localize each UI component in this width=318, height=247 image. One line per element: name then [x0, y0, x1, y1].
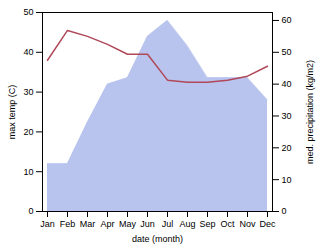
svg-text:40: 40 — [23, 47, 33, 57]
svg-text:0: 0 — [28, 206, 33, 216]
svg-text:Mar: Mar — [80, 219, 96, 229]
svg-text:20: 20 — [282, 143, 292, 153]
svg-text:10: 10 — [23, 167, 33, 177]
svg-text:30: 30 — [282, 111, 292, 121]
svg-text:0: 0 — [282, 206, 287, 216]
svg-text:50: 50 — [282, 47, 292, 57]
svg-text:Jul: Jul — [162, 219, 174, 229]
svg-text:Nov: Nov — [239, 219, 256, 229]
svg-text:Jan: Jan — [40, 219, 55, 229]
svg-text:Apr: Apr — [100, 219, 114, 229]
svg-text:max temp (C): max temp (C) — [7, 85, 17, 140]
svg-text:date (month): date (month) — [132, 234, 183, 244]
svg-text:Dec: Dec — [259, 219, 276, 229]
svg-text:60: 60 — [282, 15, 292, 25]
svg-text:med. precipitation (kg/m2): med. precipitation (kg/m2) — [305, 60, 315, 164]
svg-text:30: 30 — [23, 87, 33, 97]
svg-text:May: May — [119, 219, 137, 229]
svg-text:Jun: Jun — [140, 219, 155, 229]
svg-text:20: 20 — [23, 127, 33, 137]
svg-text:Aug: Aug — [179, 219, 195, 229]
svg-text:Sep: Sep — [199, 219, 215, 229]
svg-text:10: 10 — [282, 175, 292, 185]
svg-text:50: 50 — [23, 7, 33, 17]
svg-text:40: 40 — [282, 79, 292, 89]
svg-text:Feb: Feb — [60, 219, 76, 229]
svg-text:Oct: Oct — [220, 219, 235, 229]
